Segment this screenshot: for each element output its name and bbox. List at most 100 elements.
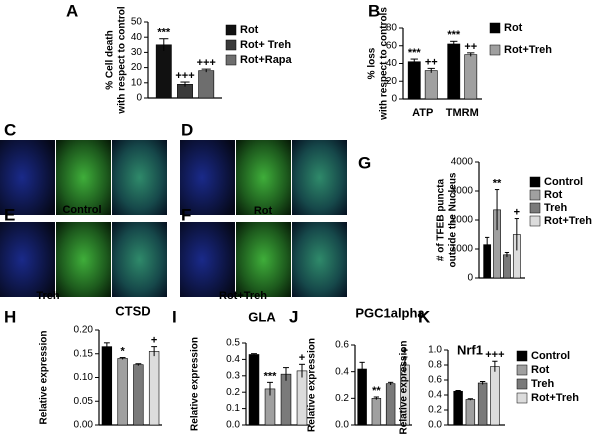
bar <box>148 351 160 426</box>
bar <box>477 382 488 426</box>
significance: +++ <box>175 70 194 82</box>
bar <box>155 44 172 99</box>
legend-swatch <box>529 215 541 227</box>
legend-swatch <box>529 189 541 201</box>
micrographs <box>0 140 347 297</box>
y-tick-label: 0.0 <box>428 420 442 431</box>
significance: + <box>151 335 157 347</box>
y-tick-label: 0 <box>467 273 473 284</box>
legend-label: Rot <box>240 24 259 36</box>
panel-letter: G <box>358 153 371 172</box>
image-label: Control <box>62 204 101 216</box>
y-tick-label: 0.0 <box>226 420 240 431</box>
y-tick-label: 0.5 <box>226 338 240 349</box>
panel-letter: H <box>4 307 16 326</box>
image-label: Treh <box>36 290 60 302</box>
panel-letter: K <box>418 307 431 326</box>
legend-label: Rot+ Treh <box>240 39 291 51</box>
bar <box>464 54 478 100</box>
image-label: Rot+Treh <box>219 290 267 302</box>
bar <box>447 43 461 100</box>
chart-title: PGC1alpha <box>355 305 425 320</box>
y-tick-label: 0.10 <box>74 372 94 383</box>
significance: * <box>120 345 125 357</box>
significance: ++ <box>425 56 438 68</box>
legend-swatch <box>225 54 237 66</box>
legend-label: Treh <box>531 378 555 390</box>
significance: + <box>299 352 305 364</box>
bar <box>453 390 463 426</box>
legend-swatch <box>516 378 528 390</box>
legend-swatch <box>225 24 237 36</box>
y-tick-label: 0.0 <box>335 420 349 431</box>
bar <box>296 370 308 426</box>
panel-letter: E <box>4 205 15 224</box>
panel-letter: B <box>368 1 380 20</box>
y-tick-label: 30 <box>131 47 143 58</box>
panel-letter: F <box>181 205 191 224</box>
legend-swatch <box>516 392 528 404</box>
y-tick-label: 80 <box>386 23 398 34</box>
chart-title: Nrf1 <box>457 342 483 357</box>
y-tick-label: 0.8 <box>428 360 442 371</box>
legend-label: Rot <box>544 189 563 201</box>
y-tick-label: 0.05 <box>74 396 94 407</box>
legend-label: Rot <box>504 22 523 34</box>
y-axis-label: with respect to control <box>117 6 128 114</box>
y-tick-label: 50 <box>131 17 143 28</box>
significance: + <box>514 206 520 218</box>
y-tick-label: 40 <box>386 58 398 69</box>
bar <box>503 254 511 279</box>
y-tick-label: 0.00 <box>74 420 94 431</box>
significance: *** <box>408 47 422 59</box>
bar <box>465 399 476 426</box>
bar <box>490 366 500 426</box>
y-axis-label: Relative expression <box>39 331 50 425</box>
bar <box>248 354 260 426</box>
y-axis-label: Relative expression <box>307 338 318 432</box>
bar <box>385 383 396 426</box>
significance: +++ <box>197 57 216 69</box>
y-tick-label: 0.1 <box>226 403 240 414</box>
y-tick-label: 40 <box>131 32 143 43</box>
y-axis-label: Relative expression <box>399 341 410 435</box>
legend-label: Rot+Treh <box>544 215 592 227</box>
micrograph-d <box>180 140 347 215</box>
significance: + <box>402 345 408 357</box>
y-axis-label: % loss <box>367 47 378 79</box>
y-tick-label: 2000 <box>451 215 474 226</box>
micrograph-e <box>0 222 167 297</box>
image-label: Rot <box>254 205 273 217</box>
micrograph-f <box>180 222 347 297</box>
y-tick-label: 20 <box>386 76 398 87</box>
legend-label: Rot <box>531 364 550 376</box>
x-tick-label: TMRM <box>446 107 479 119</box>
legend-swatch <box>516 364 528 376</box>
y-tick-label: 20 <box>131 62 143 73</box>
panel-letter: A <box>66 1 78 20</box>
y-tick-label: 0 <box>136 93 142 104</box>
legend-swatch <box>489 22 501 34</box>
y-axis-label: Relative expression <box>190 337 201 431</box>
y-tick-label: 60 <box>386 40 398 51</box>
significance: ** <box>493 177 502 189</box>
bar <box>133 364 144 426</box>
legend-swatch <box>529 202 541 214</box>
bar <box>407 61 421 100</box>
legend-swatch <box>516 350 528 362</box>
significance: *** <box>264 370 278 382</box>
bar <box>280 373 292 426</box>
y-tick-label: 0.3 <box>226 370 240 381</box>
significance: ++ <box>464 41 477 53</box>
y-tick-label: 0.6 <box>428 375 442 386</box>
legend-label: Treh <box>544 202 568 214</box>
y-tick-label: 0 <box>391 94 397 105</box>
y-tick-label: 10 <box>131 77 143 88</box>
panel-letter: D <box>181 120 193 139</box>
panel-letter: C <box>4 120 16 139</box>
bar <box>198 70 215 99</box>
significance: *** <box>447 29 461 41</box>
bar <box>101 346 113 426</box>
chart-title: GLA <box>248 309 276 324</box>
chart-title: CTSD <box>115 303 150 318</box>
